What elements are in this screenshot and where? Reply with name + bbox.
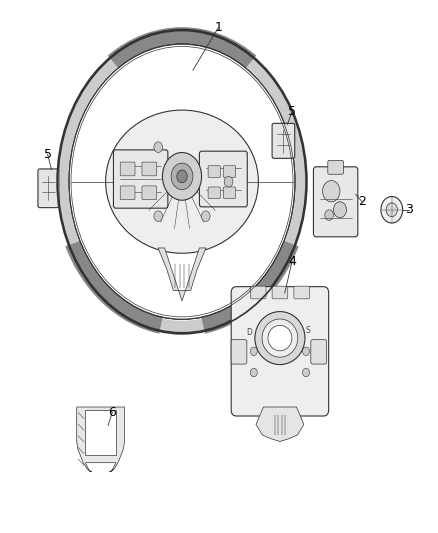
FancyBboxPatch shape — [294, 286, 310, 299]
Circle shape — [251, 368, 257, 377]
Circle shape — [58, 31, 306, 332]
Ellipse shape — [255, 312, 305, 365]
Polygon shape — [85, 410, 116, 455]
Ellipse shape — [262, 319, 298, 357]
Circle shape — [333, 202, 346, 217]
Circle shape — [251, 347, 257, 356]
FancyBboxPatch shape — [208, 187, 220, 199]
Circle shape — [303, 347, 310, 356]
FancyBboxPatch shape — [223, 166, 236, 177]
Text: 5: 5 — [288, 105, 296, 118]
Text: 4: 4 — [288, 255, 296, 268]
FancyBboxPatch shape — [231, 340, 247, 364]
Circle shape — [322, 181, 340, 202]
FancyBboxPatch shape — [251, 286, 266, 299]
Text: 5: 5 — [43, 148, 52, 160]
Circle shape — [69, 44, 295, 319]
FancyBboxPatch shape — [208, 166, 220, 177]
FancyBboxPatch shape — [113, 150, 168, 208]
FancyBboxPatch shape — [199, 151, 247, 207]
Circle shape — [303, 368, 310, 377]
Polygon shape — [77, 407, 124, 472]
Ellipse shape — [106, 110, 258, 253]
FancyBboxPatch shape — [272, 286, 288, 299]
Polygon shape — [256, 407, 304, 441]
FancyBboxPatch shape — [311, 340, 326, 364]
FancyBboxPatch shape — [38, 169, 59, 208]
FancyBboxPatch shape — [120, 162, 135, 176]
FancyBboxPatch shape — [328, 160, 343, 174]
FancyBboxPatch shape — [120, 186, 135, 200]
Circle shape — [201, 211, 210, 222]
Text: 1: 1 — [214, 21, 222, 35]
Text: 6: 6 — [109, 406, 117, 419]
FancyBboxPatch shape — [142, 186, 157, 200]
FancyBboxPatch shape — [231, 287, 328, 416]
Circle shape — [325, 210, 333, 220]
Circle shape — [381, 197, 403, 223]
Circle shape — [386, 203, 397, 216]
FancyBboxPatch shape — [142, 162, 157, 176]
Circle shape — [224, 176, 233, 187]
Circle shape — [154, 142, 162, 152]
FancyBboxPatch shape — [223, 187, 236, 199]
Circle shape — [162, 152, 201, 200]
FancyBboxPatch shape — [272, 123, 295, 158]
Text: D: D — [247, 328, 252, 337]
Circle shape — [171, 163, 193, 190]
Text: 2: 2 — [358, 195, 366, 208]
Ellipse shape — [268, 325, 292, 351]
Circle shape — [177, 170, 187, 183]
Text: S: S — [306, 326, 311, 335]
Polygon shape — [158, 248, 206, 301]
FancyBboxPatch shape — [314, 167, 358, 237]
Text: 3: 3 — [405, 203, 413, 216]
Circle shape — [154, 211, 162, 222]
